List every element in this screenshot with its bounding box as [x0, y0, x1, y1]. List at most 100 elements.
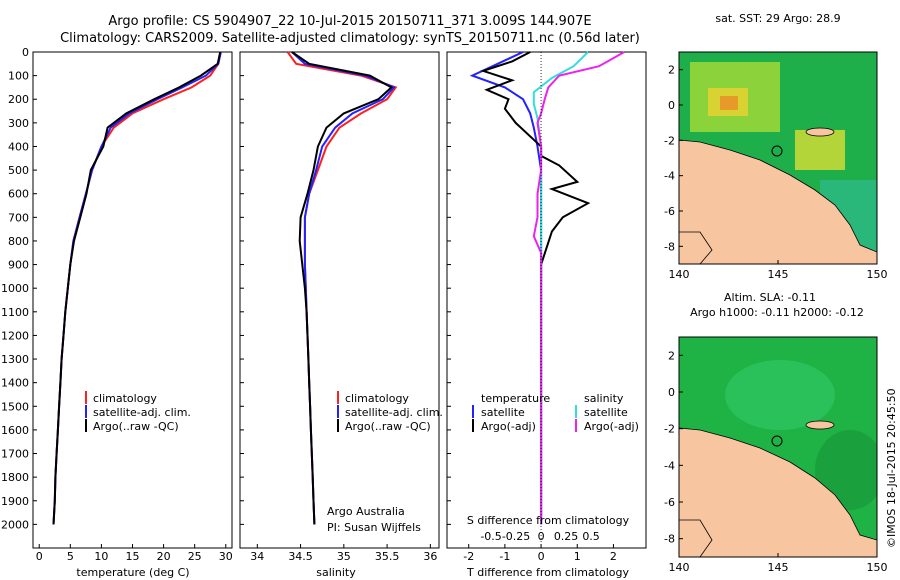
sla-argo-marker	[771, 435, 783, 447]
depth-tick-label: 1300	[1, 353, 29, 366]
sla-dark-patch	[815, 430, 877, 510]
difference-panel-frame	[446, 51, 647, 549]
x-tick-label: 0	[538, 550, 545, 563]
sst-map	[679, 52, 877, 264]
depth-tick-label: 800	[8, 235, 29, 248]
map-x-tick-label: 140	[669, 268, 690, 281]
sla-map-axes: 140 145 150 2 0 -2 -4 -6 -8	[664, 349, 887, 574]
x-tick-label: 20	[157, 550, 171, 563]
sla-land-png	[679, 427, 877, 557]
x-tick-label: 10	[94, 550, 108, 563]
sla-light-patch	[725, 360, 835, 430]
credit-org: Argo Australia	[327, 505, 405, 518]
temperature-plot: 0 5 10 15 20 25 30	[36, 51, 233, 563]
map-y-tick-label: -2	[664, 134, 675, 147]
figure-title-line2: Climatology: CARS2009. Satellite-adjuste…	[60, 31, 640, 46]
x-tick-label: 5	[67, 550, 74, 563]
map-y-tick-label: -6	[664, 496, 675, 509]
depth-tick-label: 1600	[1, 424, 29, 437]
x-tick-label: 35.5	[375, 550, 400, 563]
sla-map	[679, 337, 877, 557]
legend-title-salinity: salinity	[584, 392, 624, 405]
x-tick-label: 34.5	[288, 550, 313, 563]
depth-tick-label: 900	[8, 259, 29, 272]
x-tick-label: 1	[574, 550, 581, 563]
series-line-climatology	[52, 51, 222, 525]
legend-label-argo: Argo(..raw -QC)	[93, 420, 179, 433]
series-line-argo-adj-	[479, 51, 591, 525]
sst-land-australia-tip	[679, 231, 713, 264]
legend-label-temp-satellite: satellite	[481, 406, 525, 419]
temperature-legend: climatology satellite-adj. clim. Argo(..…	[85, 391, 191, 433]
difference-x2label: S difference from climatology	[467, 514, 630, 527]
sla-land-australia-tip	[679, 519, 713, 557]
x-tick-label: 15	[126, 550, 140, 563]
legend-label-climatology: climatology	[93, 392, 157, 405]
depth-tick-label: 500	[8, 164, 29, 177]
map-y-tick-label: -4	[664, 459, 675, 472]
legend-title-temperature: temperature	[481, 392, 550, 405]
map-y-tick-label: 0	[668, 99, 675, 112]
legend-label-satellite: satellite-adj. clim.	[93, 406, 191, 419]
depth-tick-label: 0	[22, 46, 29, 59]
x-tick-label: 25	[188, 550, 202, 563]
x2-tick-label: 0.5	[582, 530, 600, 543]
sla-map-title: Altim. SLA: -0.11	[724, 291, 816, 304]
sst-map-title: sat. SST: 29 Argo: 28.9	[715, 12, 840, 25]
x-tick-label: 0	[36, 550, 43, 563]
salinity-legend: climatology satellite-adj. clim. Argo(..…	[337, 391, 443, 433]
map-y-tick-label: -8	[664, 533, 675, 546]
salinity-xlabel: salinity	[316, 566, 356, 579]
map-y-tick-label: 2	[668, 64, 675, 77]
map-x-tick-label: 150	[867, 561, 888, 574]
sla-map-subtitle: Argo h1000: -0.11 h2000: -0.12	[690, 306, 864, 319]
depth-tick-label: 1200	[1, 329, 29, 342]
figure-title-line1: Argo profile: CS 5904907_22 10-Jul-2015 …	[108, 14, 591, 29]
difference-legend: temperature salinity satellite Argo(-adj…	[472, 392, 639, 433]
depth-tick-label: 100	[8, 70, 29, 83]
legend-label-temp-argo: Argo(-adj)	[481, 420, 536, 433]
x2-tick-label: -0.5	[480, 530, 501, 543]
sla-island	[805, 420, 835, 430]
depth-tick-label: 200	[8, 93, 29, 106]
depth-tick-label: 1900	[1, 495, 29, 508]
sst-island	[805, 127, 835, 137]
x2-tick-label: 0	[538, 530, 545, 543]
depth-tick-label: 1800	[1, 471, 29, 484]
temperature-xlabel: temperature (deg C)	[76, 566, 189, 579]
legend-label-sal-satellite: satellite	[584, 406, 628, 419]
map-y-tick-label: -2	[664, 423, 675, 436]
imos-stamp: ©IMOS 18-Jul-2015 20:45:50	[885, 388, 898, 548]
difference-plot: -2 -1 0 1 2 -0.5 -0.25 0 0.25 0.5	[463, 51, 625, 563]
series-line-satellite-adj-clim-	[291, 51, 396, 525]
legend-label-argo: Argo(..raw -QC)	[345, 420, 431, 433]
sst-land-png	[679, 139, 877, 264]
series-line-argo-raw-qc-	[291, 51, 394, 525]
series-line-argo-raw-qc-	[52, 51, 222, 525]
depth-tick-label: 400	[8, 140, 29, 153]
depth-tick-label: 700	[8, 211, 29, 224]
depth-tick-label: 1400	[1, 377, 29, 390]
map-x-tick-label: 140	[669, 561, 690, 574]
sst-yellow-patch	[795, 130, 845, 170]
x-tick-label: 36	[423, 550, 437, 563]
series-line-argo-adj-	[532, 51, 625, 525]
series-line-satellite-adj-clim-	[52, 51, 222, 525]
x-tick-label: 30	[219, 550, 233, 563]
depth-axis: 0 100 200 300 400 500 600 700 800 900 1000 1100 1200…	[1, 46, 451, 531]
depth-tick-label: 300	[8, 117, 29, 130]
salinity-plot: 34 34.5 35 35.5 36	[250, 51, 437, 563]
credit-pi: PI: Susan Wijffels	[327, 521, 421, 534]
x-tick-label: -1	[499, 550, 510, 563]
x-tick-label: -2	[463, 550, 474, 563]
map-x-tick-label: 145	[768, 268, 789, 281]
depth-tick-label: 1100	[1, 306, 29, 319]
temperature-panel-frame	[32, 51, 233, 549]
map-y-tick-label: -6	[664, 205, 675, 218]
x2-tick-label: -0.25	[502, 530, 530, 543]
depth-tick-label: 1500	[1, 400, 29, 413]
map-x-tick-label: 150	[867, 268, 888, 281]
map-x-tick-label: 145	[768, 561, 789, 574]
depth-tick-label: 1000	[1, 282, 29, 295]
